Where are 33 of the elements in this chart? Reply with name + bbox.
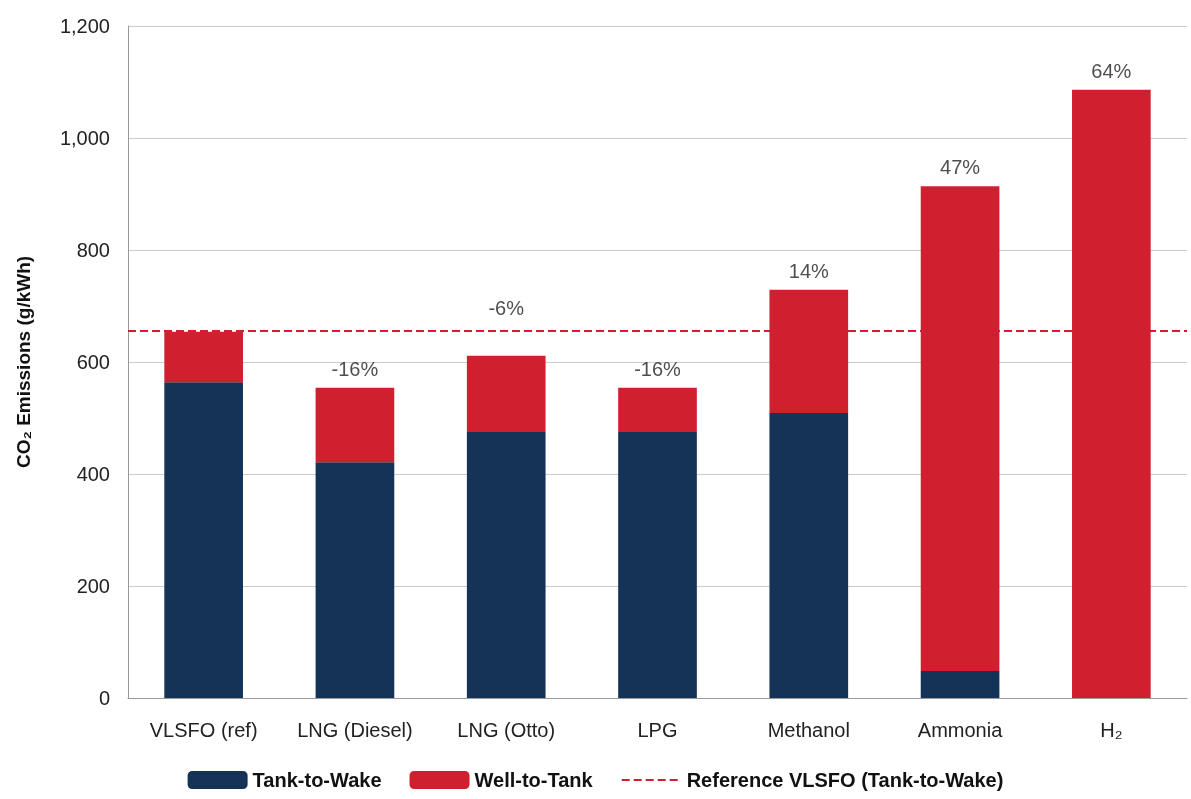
y-tick-label: 1,200: [59, 15, 110, 37]
bar: [618, 387, 697, 432]
annotation: -16%: [634, 357, 682, 380]
y-tick-label: 800: [76, 239, 110, 261]
bar: [466, 355, 546, 432]
annotation: -6%: [488, 297, 525, 320]
annotation: -16%: [331, 357, 379, 380]
bar: [315, 462, 395, 698]
x-tick-label: LPG: [637, 719, 678, 741]
y-tick-label: 200: [76, 575, 110, 597]
bar: [920, 671, 1000, 698]
y-axis-title: CO₂ Emissions (g/kWh): [13, 255, 34, 469]
annotation: 47%: [940, 156, 981, 179]
legend-label: Reference VLSFO (Tank-to-Wake): [686, 769, 1004, 791]
y-tick-label: 1,000: [59, 127, 110, 149]
bar: [769, 412, 849, 698]
x-tick-label: Methanol: [767, 719, 850, 741]
legend-label: Tank-to-Wake: [252, 769, 382, 791]
y-tick-label: 400: [76, 463, 110, 485]
annotation: 14%: [788, 259, 830, 282]
x-tick-label: H₂: [1100, 719, 1123, 741]
y-tick-label: 600: [76, 351, 110, 373]
bar: [466, 432, 546, 698]
bar: [315, 387, 395, 463]
annotation: 64%: [1091, 59, 1132, 82]
x-tick-label: Ammonia: [917, 719, 1004, 741]
bar: [618, 432, 697, 698]
x-tick-label: VLSFO (ref): [149, 719, 258, 741]
x-tick-label: LNG (Diesel): [297, 719, 413, 741]
bar: [164, 382, 243, 698]
y-tick-label: 0: [98, 687, 110, 709]
x-tick-label: LNG (Otto): [457, 719, 556, 741]
legend-label: Well-to-Tank: [474, 769, 594, 791]
